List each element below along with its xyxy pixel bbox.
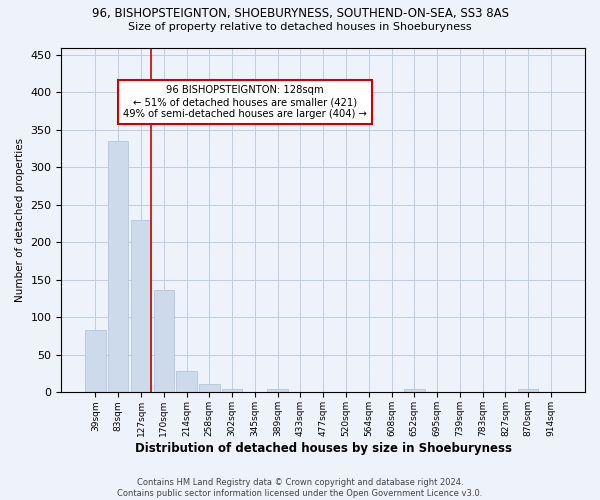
Bar [404,390,425,392]
Text: Size of property relative to detached houses in Shoeburyness: Size of property relative to detached ho… [128,22,472,32]
Y-axis label: Number of detached properties: Number of detached properties [15,138,25,302]
Text: 96 BISHOPSTEIGNTON: 128sqm
← 51% of detached houses are smaller (421)
49% of sem: 96 BISHOPSTEIGNTON: 128sqm ← 51% of deta… [123,86,367,118]
Bar [199,384,220,392]
Bar [176,370,197,392]
Bar [222,388,242,392]
Bar [268,388,288,392]
Bar [518,390,538,392]
Bar [154,290,174,392]
Bar [85,330,106,392]
Bar [108,141,128,393]
X-axis label: Distribution of detached houses by size in Shoeburyness: Distribution of detached houses by size … [135,442,512,455]
Text: Contains HM Land Registry data © Crown copyright and database right 2024.
Contai: Contains HM Land Registry data © Crown c… [118,478,482,498]
Bar [131,220,151,392]
Text: 96, BISHOPSTEIGNTON, SHOEBURYNESS, SOUTHEND-ON-SEA, SS3 8AS: 96, BISHOPSTEIGNTON, SHOEBURYNESS, SOUTH… [91,8,509,20]
